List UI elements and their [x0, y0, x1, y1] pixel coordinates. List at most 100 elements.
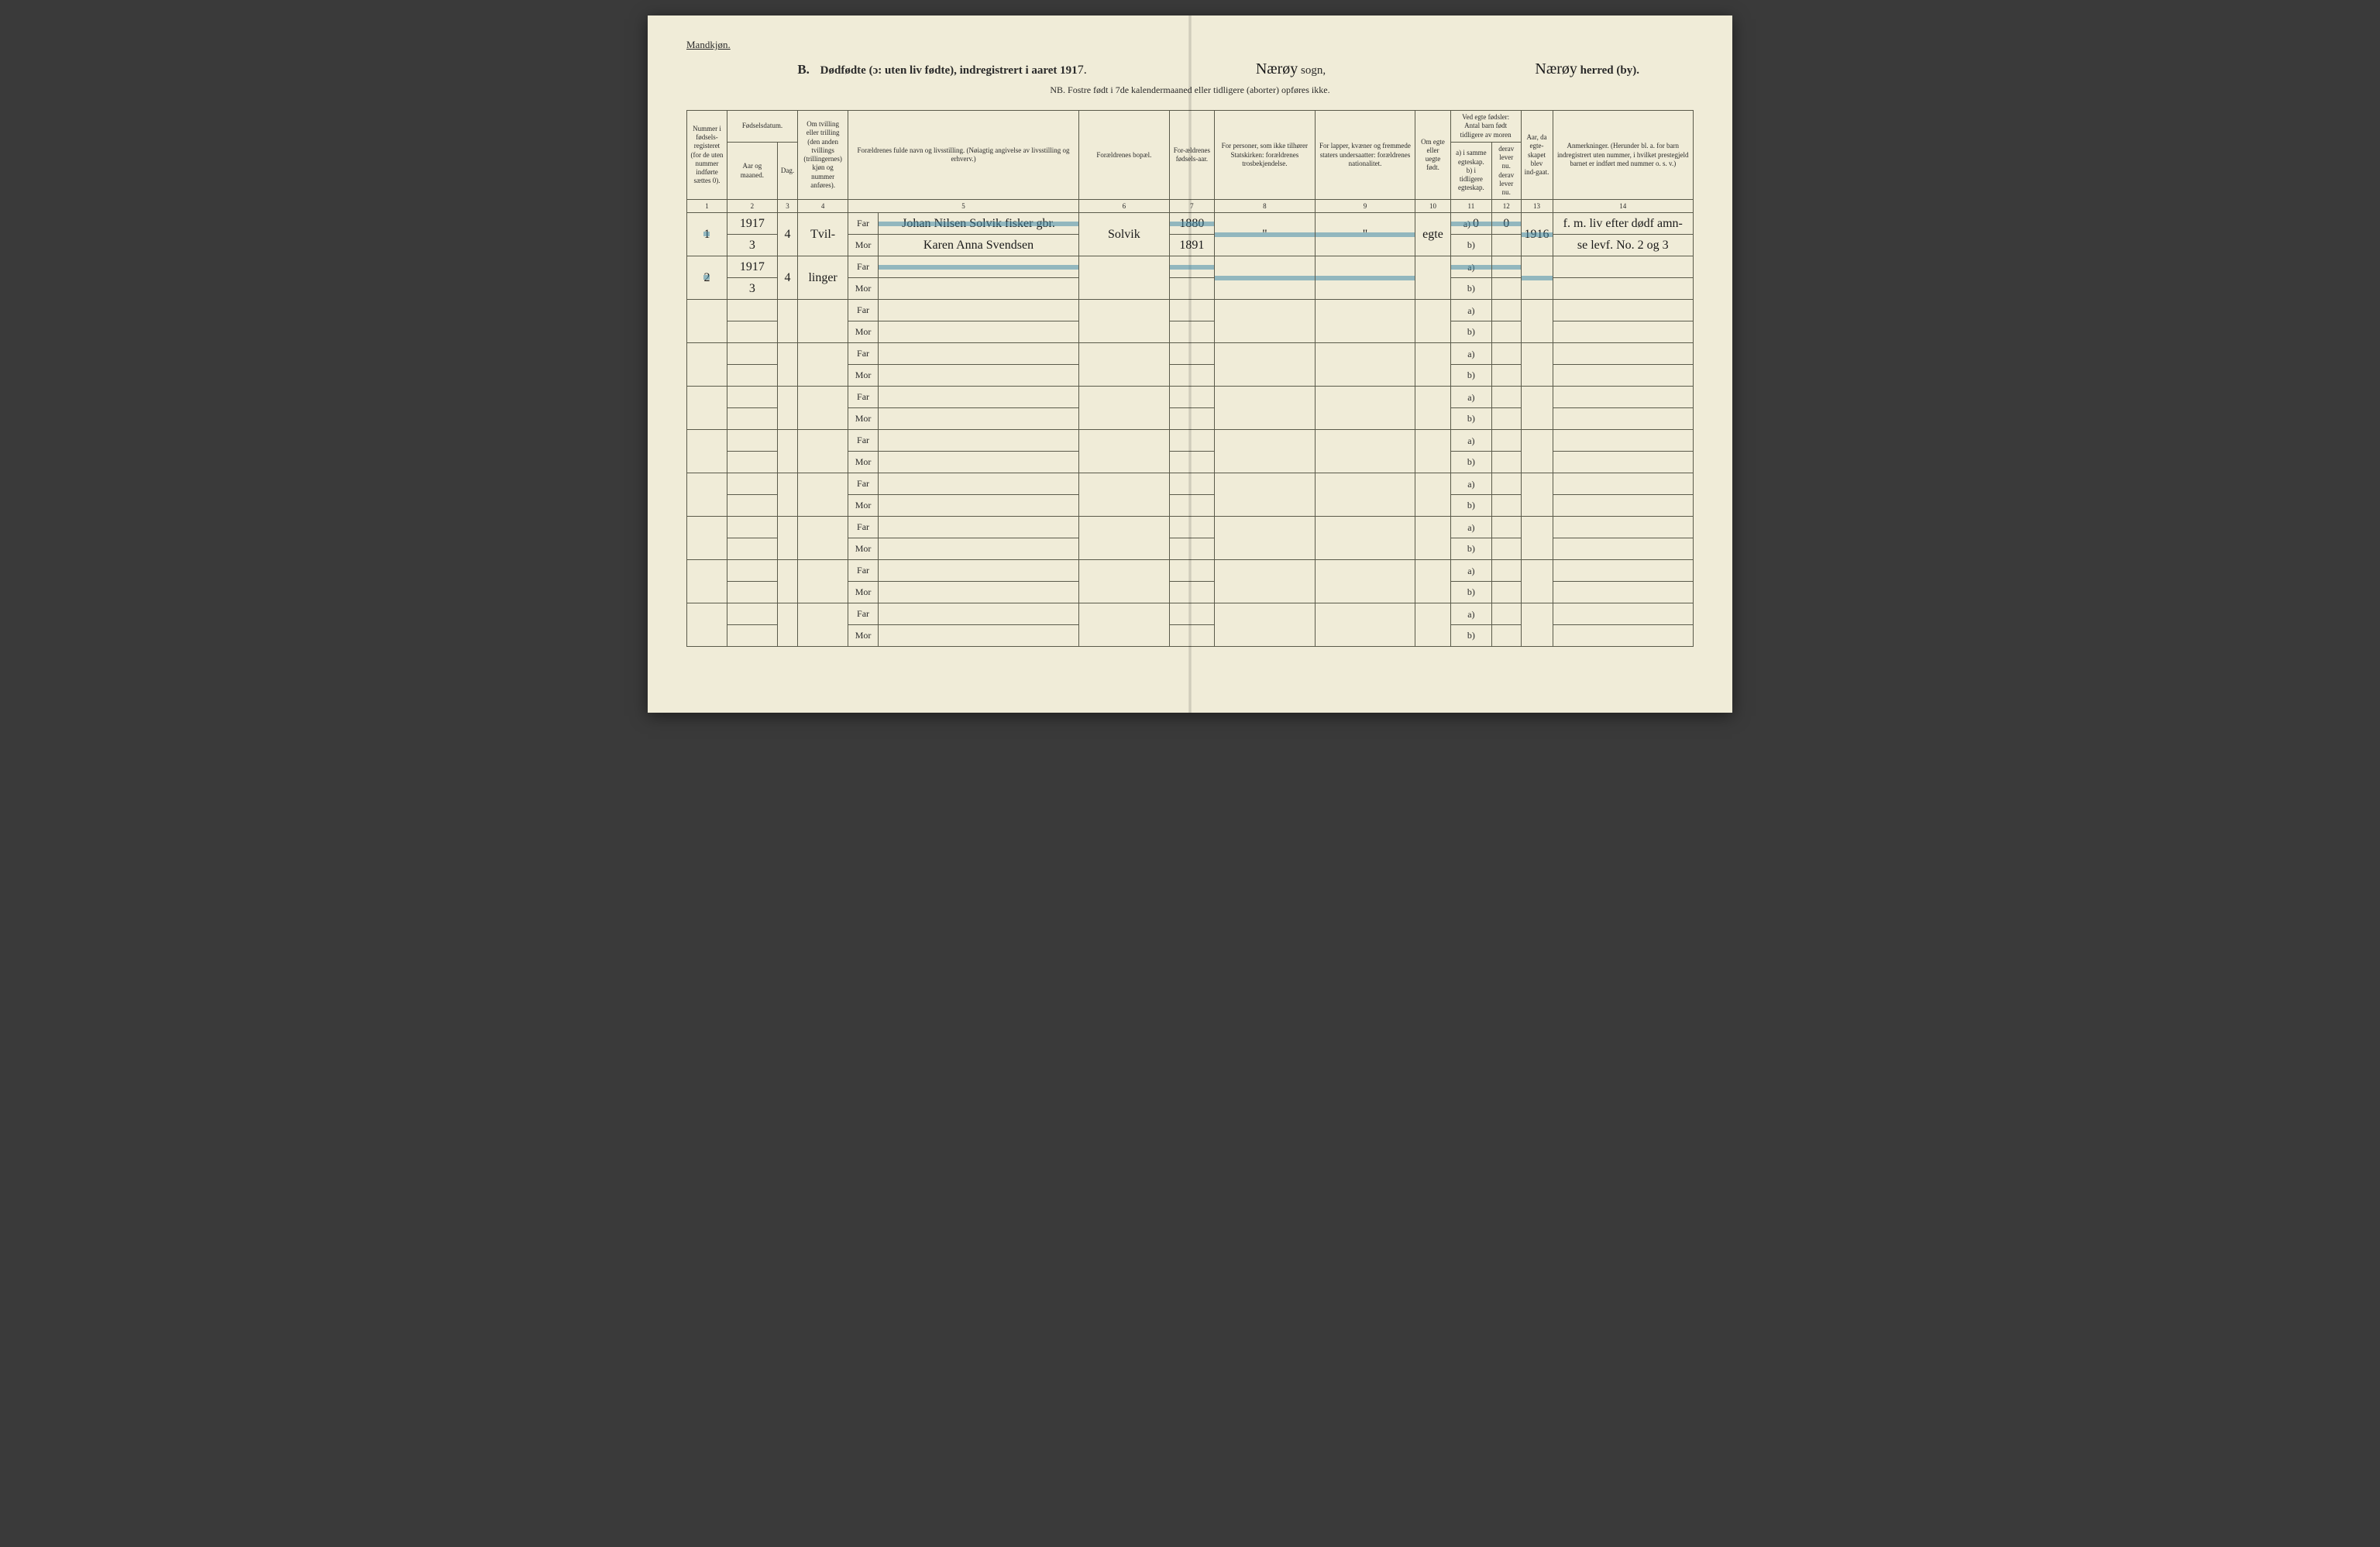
b-cell: b) — [1450, 582, 1491, 603]
num-cell — [687, 300, 727, 343]
egte-cell — [1415, 603, 1450, 647]
col-12-header: derav lever nu. derav lever nu. — [1492, 142, 1521, 200]
note-bot: se levf. No. 2 og 3 — [1553, 235, 1693, 256]
table-row-far: Fara) — [687, 430, 1694, 452]
far-name — [878, 603, 1078, 625]
twin-cell — [798, 300, 848, 343]
note-bot — [1553, 408, 1693, 430]
b-derav — [1492, 235, 1521, 256]
b-derav — [1492, 408, 1521, 430]
col8-cell — [1215, 343, 1316, 387]
far-name — [878, 300, 1078, 321]
egte-cell: egte — [1415, 213, 1450, 256]
col8-cell — [1215, 300, 1316, 343]
a-derav — [1492, 560, 1521, 582]
col-1-header: Nummer i fødsels-registeret (for de uten… — [687, 111, 727, 200]
marriage-year — [1521, 603, 1553, 647]
col8-cell — [1215, 256, 1316, 300]
mor-label: Mor — [848, 452, 879, 473]
note-bot — [1553, 365, 1693, 387]
bopael-cell: Solvik — [1079, 213, 1170, 256]
title-line: B. Dødfødte (ɔ: uten liv fødte), indregi… — [686, 60, 1694, 78]
table-row-far: Fara) — [687, 517, 1694, 538]
day-cell: 4 — [777, 256, 797, 300]
year-cell — [727, 473, 777, 495]
far-name — [878, 430, 1078, 452]
col8-cell — [1215, 603, 1316, 647]
note-bot — [1553, 582, 1693, 603]
mor-label: Mor — [848, 538, 879, 560]
note-bot — [1553, 538, 1693, 560]
b-cell: b) — [1450, 321, 1491, 343]
num-cell: 2 — [687, 256, 727, 300]
bopael-cell — [1079, 560, 1170, 603]
far-birth — [1169, 387, 1214, 408]
col-11a-header: a) i samme egteskap. b) i tidligere egte… — [1450, 142, 1491, 200]
bopael-cell — [1079, 343, 1170, 387]
year-cell — [727, 560, 777, 582]
herred-value: Nærøy — [1535, 60, 1577, 77]
col8-cell: " — [1215, 213, 1316, 256]
colnum: 11 — [1450, 200, 1491, 213]
table-row-far: 219174lingerFara) — [687, 256, 1694, 278]
b-cell: b) — [1450, 235, 1491, 256]
b-derav — [1492, 582, 1521, 603]
b-derav — [1492, 538, 1521, 560]
far-birth — [1169, 300, 1214, 321]
a-cell: a) — [1450, 387, 1491, 408]
mor-label: Mor — [848, 365, 879, 387]
mor-label: Mor — [848, 321, 879, 343]
mor-birth: 1891 — [1169, 235, 1214, 256]
year-cell: 1917 — [727, 213, 777, 235]
day-cell: 4 — [777, 213, 797, 256]
col-14-header: Anmerkninger. (Herunder bl. a. for barn … — [1553, 111, 1693, 200]
mor-name — [878, 408, 1078, 430]
mor-name — [878, 365, 1078, 387]
far-birth: 1880 — [1169, 213, 1214, 235]
a-derav — [1492, 517, 1521, 538]
b-cell: b) — [1450, 408, 1491, 430]
b-cell: b) — [1450, 625, 1491, 647]
mor-birth — [1169, 625, 1214, 647]
year-cell: 1917 — [727, 256, 777, 278]
col-4-header: Om tvilling eller trilling (den anden tv… — [798, 111, 848, 200]
a-derav — [1492, 256, 1521, 278]
num-cell — [687, 560, 727, 603]
mor-birth — [1169, 495, 1214, 517]
mor-label: Mor — [848, 235, 879, 256]
mor-label: Mor — [848, 582, 879, 603]
marriage-year — [1521, 473, 1553, 517]
note-bot — [1553, 495, 1693, 517]
mor-birth — [1169, 278, 1214, 300]
year-cell — [727, 430, 777, 452]
note-bot — [1553, 625, 1693, 647]
egte-cell — [1415, 300, 1450, 343]
col-2b-header: Dag. — [777, 142, 797, 200]
note-top — [1553, 430, 1693, 452]
a-derav — [1492, 343, 1521, 365]
twin-cell — [798, 517, 848, 560]
sogn-label: sogn, — [1301, 64, 1326, 77]
egte-cell — [1415, 473, 1450, 517]
num-cell — [687, 517, 727, 560]
day-cell — [777, 603, 797, 647]
mor-birth — [1169, 321, 1214, 343]
note-bot — [1553, 321, 1693, 343]
herred-label: herred (by). — [1580, 64, 1639, 77]
year-suffix: 7. — [1078, 64, 1087, 77]
colnum: 5 — [848, 200, 1079, 213]
b-derav — [1492, 278, 1521, 300]
col-8-header: For personer, som ikke tilhører Statskir… — [1215, 111, 1316, 200]
month-cell — [727, 452, 777, 473]
egte-cell — [1415, 343, 1450, 387]
col8-cell — [1215, 517, 1316, 560]
far-label: Far — [848, 430, 879, 452]
num-cell — [687, 603, 727, 647]
note-bot — [1553, 452, 1693, 473]
table-row-far: Fara) — [687, 387, 1694, 408]
bopael-cell — [1079, 517, 1170, 560]
month-cell — [727, 365, 777, 387]
marriage-year — [1521, 430, 1553, 473]
marriage-year — [1521, 300, 1553, 343]
col8-cell — [1215, 430, 1316, 473]
